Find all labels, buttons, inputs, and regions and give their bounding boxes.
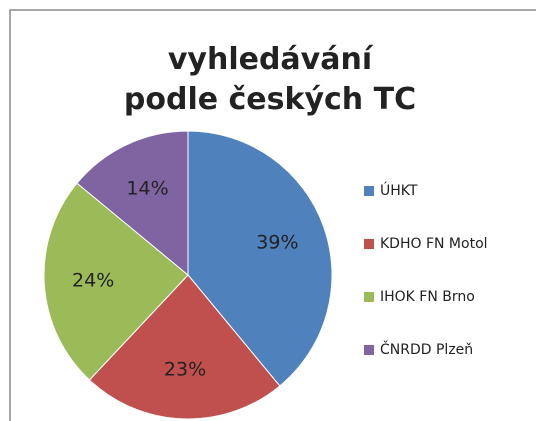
legend-label: ČNRDD Plzeň	[380, 340, 473, 358]
legend-label: ÚHKT	[380, 181, 418, 199]
pie-slice	[76, 130, 189, 277]
legend-swatch	[364, 186, 374, 196]
data-label: 39%	[256, 231, 298, 253]
legend-swatch	[364, 239, 374, 249]
pie-slice	[43, 182, 189, 381]
legend-label: IHOK FN Brno	[380, 289, 475, 305]
legend-swatch	[364, 292, 374, 302]
pie-slice	[88, 274, 281, 420]
pie-slice	[187, 130, 333, 387]
data-label: 24%	[72, 269, 114, 291]
legend-label: KDHO FN Motol	[380, 236, 488, 252]
data-label: 23%	[164, 358, 206, 380]
data-label: 14%	[126, 178, 168, 200]
legend-swatch	[364, 345, 374, 355]
chart-title: vyhledávání podle českých TC	[123, 42, 417, 117]
